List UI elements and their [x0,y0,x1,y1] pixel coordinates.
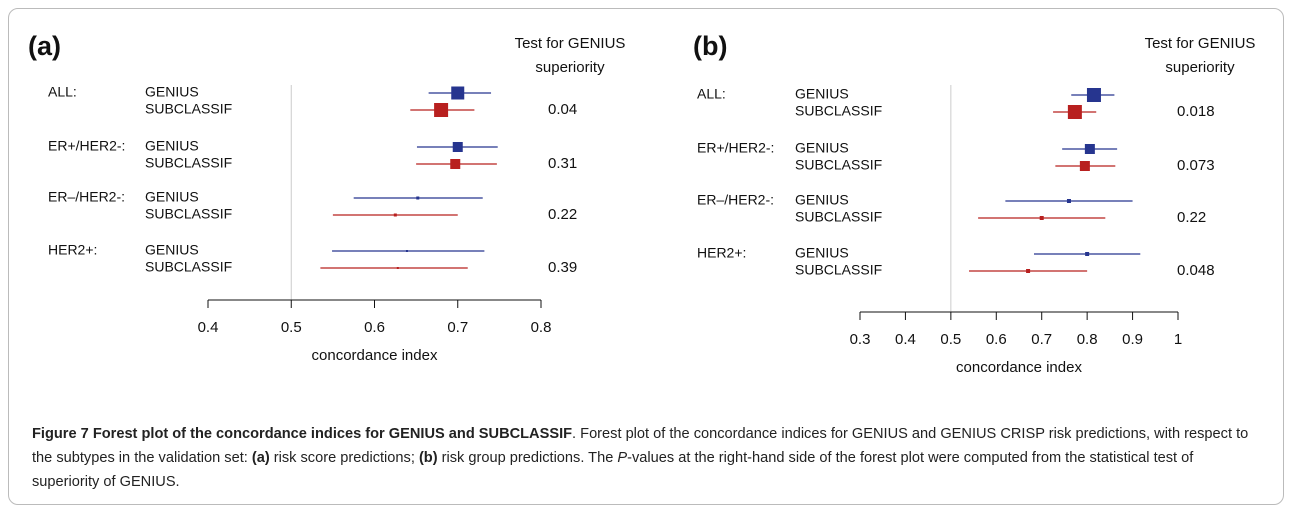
x-tick-label: 0.6 [364,319,385,336]
series-label: GENIUS [795,140,849,156]
panel-label: (a) [28,31,61,61]
estimate-square [405,250,408,252]
p-value: 0.22 [548,206,577,223]
p-value: 0.39 [548,259,577,276]
series-label: GENIUS [145,242,199,258]
group-label: ER+/HER2-: [697,140,774,156]
series-label: GENIUS [145,138,199,154]
figure: (a) Test for GENIUS superiority 0.4 0.5 0.6 0.… [28,31,1256,376]
group-label: ALL: [48,84,77,100]
estimate-square [1079,161,1090,171]
series-label: GENIUS [795,245,849,261]
test-label: superiority [535,59,605,76]
caption-text: risk score predictions; [269,450,419,466]
x-tick-label: 0.6 [986,331,1007,348]
x-tick-label: 0.9 [1122,331,1143,348]
p-value: 0.048 [1177,262,1215,279]
estimate-square [1026,269,1031,273]
series-label: SUBCLASSIF [145,101,232,117]
caption: Figure 7 Forest plot of the concordance … [32,422,1252,494]
group-label: HER2+: [697,245,746,261]
series-label: SUBCLASSIF [795,157,882,173]
estimate-square [434,103,449,117]
group-label: HER2+: [48,242,97,258]
series-label: GENIUS [145,84,199,100]
series-label: SUBCLASSIF [145,259,232,275]
panel-label: (b) [693,31,727,61]
series-label: SUBCLASSIF [145,206,232,222]
group-label: ER–/HER2-: [697,192,774,208]
series-label: SUBCLASSIF [795,209,882,225]
group-label: ER–/HER2-: [48,189,125,205]
estimate-square [1067,105,1082,119]
x-tick-label: 0.4 [198,319,219,336]
caption-text: -values at the right-hand side of the fo… [32,450,1194,490]
series-label: SUBCLASSIF [795,103,882,119]
estimate-square [452,142,463,152]
caption-text: . Forest plot of the concordance indices… [32,426,1249,466]
series-label: GENIUS [145,189,199,205]
estimate-square [393,213,397,217]
series-label: SUBCLASSIF [795,262,882,278]
x-tick-label: 0.5 [940,331,961,348]
p-value: 0.22 [1177,209,1206,226]
x-tick-label: 0.3 [850,331,871,348]
x-tick-label: 0.8 [531,319,552,336]
estimate-square [1066,199,1071,203]
estimate-square [450,159,461,169]
test-label: Test for GENIUS [1145,35,1256,52]
p-value: 0.31 [548,155,577,172]
estimate-square [396,267,399,269]
estimate-square [1084,144,1095,154]
estimate-square [416,196,420,200]
figure-frame [8,8,1284,505]
x-axis-label: concordance index [956,359,1082,376]
estimate-square [1086,88,1101,102]
estimate-square [1085,252,1090,256]
caption-text: (a) [251,450,270,466]
x-axis-label: concordance index [312,347,438,364]
estimate-square [451,86,465,100]
estimate-square [1039,216,1044,220]
p-value: 0.073 [1177,157,1215,174]
group-label: ALL: [697,86,726,102]
x-tick-label: 0.7 [447,319,468,336]
x-tick-label: 0.8 [1077,331,1098,348]
series-label: SUBCLASSIF [145,155,232,171]
x-tick-label: 0.5 [281,319,302,336]
x-tick-label: 0.4 [895,331,916,348]
caption-text: (b) [418,450,438,466]
test-label: superiority [1165,59,1235,76]
series-label: GENIUS [795,86,849,102]
test-label: Test for GENIUS [515,35,626,52]
p-value: 0.04 [548,101,577,118]
series-label: GENIUS [795,192,849,208]
p-value: 0.018 [1177,103,1215,120]
caption-text: risk group predictions. The [437,450,618,466]
caption-title: Figure 7 Forest plot of the concordance … [32,426,573,442]
group-label: ER+/HER2-: [48,138,125,154]
x-tick-label: 0.7 [1031,331,1052,348]
caption-text: P [617,450,628,466]
x-tick-label: 1 [1174,331,1182,348]
